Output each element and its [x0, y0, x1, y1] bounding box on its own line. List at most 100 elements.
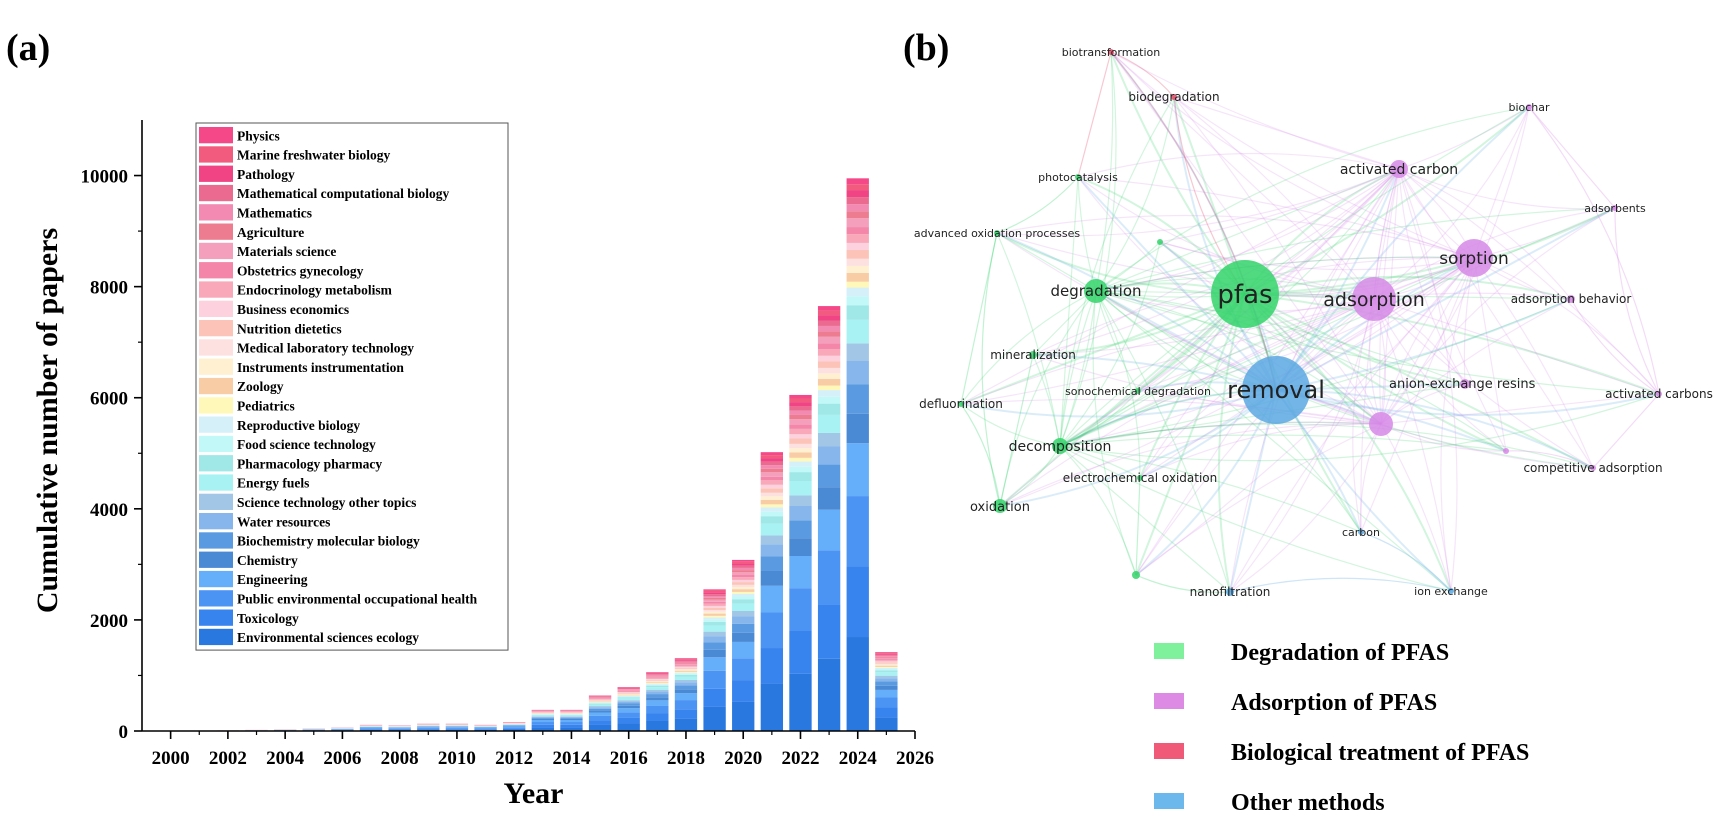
network-edge — [1229, 298, 1375, 593]
network-edge — [1217, 293, 1246, 593]
network-edge — [1139, 257, 1475, 479]
legend-entry: Endocrinology metabolism — [199, 281, 393, 298]
bar-segment — [388, 728, 411, 729]
network-edge — [1095, 51, 1114, 292]
bar-segment — [846, 343, 869, 361]
legend-swatch — [199, 339, 233, 356]
cluster-legend-entry: Other methods — [1154, 790, 1385, 816]
legend-label: Food science technology — [237, 437, 376, 452]
legend-label: Science technology other topics — [237, 495, 416, 510]
network-edge — [981, 232, 1001, 507]
network-edge — [1244, 293, 1452, 592]
network-edge — [999, 168, 1400, 507]
bar-segment — [474, 727, 497, 729]
bar-segment — [760, 484, 784, 489]
network-edge — [1173, 96, 1382, 425]
bar-segment — [817, 348, 841, 356]
legend-swatch — [199, 532, 233, 549]
legend-entry: Materials science — [199, 242, 336, 260]
bar-segment — [617, 694, 640, 695]
network-edge — [1059, 421, 1382, 447]
bar-2015 — [588, 695, 612, 731]
node-circle — [1108, 49, 1114, 55]
legend-swatch — [199, 281, 233, 298]
bar-segment — [417, 728, 440, 730]
bar-segment — [760, 556, 784, 571]
bar-segment — [474, 728, 497, 730]
network-edge — [1380, 423, 1594, 469]
cluster-legend-entry: Biological treatment of PFAS — [1154, 740, 1529, 766]
legend-swatch — [199, 377, 233, 395]
bar-segment — [789, 428, 812, 435]
bar-segment — [703, 611, 726, 614]
network-node-photocatalysis: photocatalysis — [1038, 171, 1118, 184]
network-edge — [1059, 423, 1594, 469]
cluster-swatch — [1154, 693, 1184, 709]
bar-segment — [817, 658, 841, 731]
bar-segment — [588, 712, 612, 716]
network-node-pfas: pfas — [1211, 260, 1279, 328]
network-edge — [1095, 290, 1231, 593]
node-circle — [1171, 94, 1177, 100]
bar-segment — [817, 550, 841, 605]
bar-segment — [846, 184, 869, 191]
network-edge — [1110, 51, 1400, 170]
bar-segment — [789, 481, 812, 496]
x-tick-label: 2012 — [495, 748, 533, 769]
network-edge — [1173, 96, 1277, 391]
network-edge — [1380, 257, 1475, 425]
bar-segment — [646, 679, 669, 680]
bar-segment — [646, 720, 669, 731]
bar-segment — [531, 717, 554, 719]
cluster-label: Other methods — [1231, 790, 1385, 816]
node-label: biodegradation — [1128, 90, 1219, 104]
bar-segment — [588, 699, 612, 700]
legend-label: Physics — [237, 128, 280, 143]
network-edge — [1505, 450, 1594, 469]
bar-segment — [732, 596, 755, 600]
bar-segment — [789, 588, 812, 632]
network-edge — [1110, 51, 1175, 98]
bar-segment — [760, 648, 784, 684]
bar-segment — [789, 506, 812, 521]
bar-segment — [417, 727, 440, 728]
network-edge — [999, 298, 1375, 507]
bar-segment — [474, 729, 497, 730]
network-edge — [999, 290, 1097, 507]
bar-segment — [646, 682, 669, 684]
network-edge — [1135, 477, 1141, 576]
bar-segment — [560, 715, 583, 717]
network-edge — [1095, 256, 1475, 292]
network-edge — [1159, 168, 1400, 243]
network-node-sorption: sorption — [1439, 239, 1509, 277]
bar-segment — [760, 535, 784, 545]
bar-segment — [846, 566, 869, 638]
legend-entry: Zoology — [199, 377, 284, 395]
bar-segment — [646, 677, 669, 679]
bar-segment — [817, 446, 841, 465]
bar-segment — [846, 227, 869, 235]
bar-segment — [732, 658, 755, 681]
network-edge — [1077, 176, 1097, 292]
network-edge — [1135, 257, 1475, 576]
network-edge — [1473, 257, 1507, 452]
bar-segment — [875, 656, 898, 658]
legend-box — [195, 122, 509, 651]
node-label: biochar — [1508, 101, 1550, 114]
network-edge — [1059, 241, 1161, 447]
bar-segment — [674, 669, 698, 671]
x-tick-label: 2022 — [781, 748, 819, 769]
bar-2018 — [674, 658, 698, 731]
bar-segment — [789, 495, 812, 507]
bar-segment — [732, 599, 755, 604]
network-edge — [1095, 290, 1660, 395]
bar-segment — [846, 242, 869, 250]
node-label: adsorbents — [1584, 202, 1646, 215]
bar-segment — [617, 688, 640, 690]
network-edge — [996, 232, 1375, 300]
legend-swatch — [199, 146, 233, 163]
bar-2019 — [703, 589, 726, 731]
bar-segment — [732, 603, 755, 612]
bar-segment — [703, 688, 726, 707]
bar-segment — [703, 601, 726, 604]
